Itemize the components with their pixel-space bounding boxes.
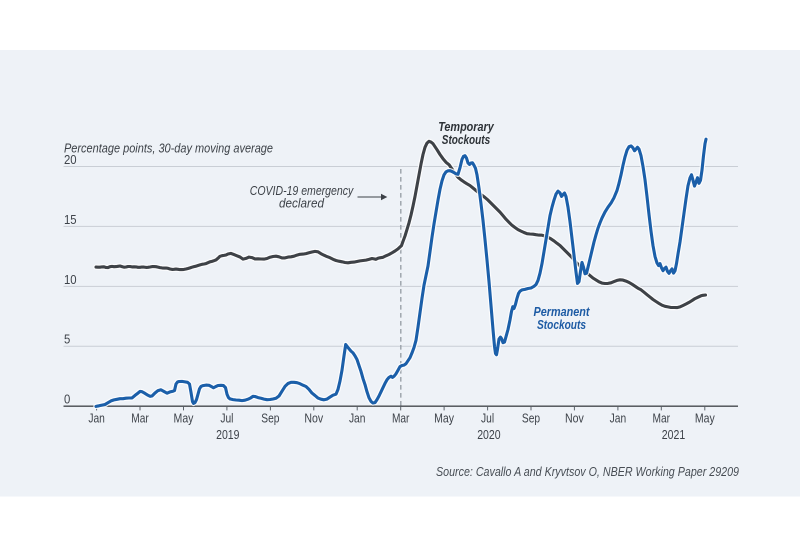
svg-text:Nov: Nov — [304, 412, 323, 426]
svg-text:May: May — [434, 412, 455, 426]
svg-text:Source: Cavallo A and Kryvtsov: Source: Cavallo A and Kryvtsov O, NBER W… — [436, 465, 739, 479]
svg-text:Jan: Jan — [88, 412, 105, 426]
svg-text:Jan: Jan — [610, 412, 627, 426]
svg-text:2021: 2021 — [662, 428, 685, 442]
svg-text:5: 5 — [64, 333, 70, 347]
svg-text:2019: 2019 — [216, 428, 239, 442]
svg-text:Stockouts: Stockouts — [537, 317, 586, 332]
svg-text:Nov: Nov — [565, 412, 584, 426]
svg-text:15: 15 — [64, 213, 77, 227]
svg-text:Permanent: Permanent — [534, 304, 591, 319]
svg-text:Percentage points, 30-day movi: Percentage points, 30-day moving average — [64, 142, 273, 156]
svg-text:20: 20 — [64, 153, 77, 167]
svg-text:Sep: Sep — [522, 412, 540, 426]
svg-text:Temporary: Temporary — [438, 119, 494, 134]
svg-text:COVID-19 emergency: COVID-19 emergency — [250, 184, 354, 198]
svg-text:Jan: Jan — [349, 412, 366, 426]
svg-text:May: May — [695, 412, 716, 426]
svg-text:Mar: Mar — [392, 412, 410, 426]
svg-text:Jul: Jul — [220, 412, 233, 426]
svg-text:declared: declared — [279, 197, 325, 211]
svg-text:Stockouts: Stockouts — [442, 132, 490, 147]
svg-text:Mar: Mar — [653, 412, 671, 426]
svg-text:10: 10 — [64, 273, 77, 287]
svg-text:Sep: Sep — [261, 412, 279, 426]
svg-text:May: May — [174, 412, 195, 426]
svg-text:Mar: Mar — [131, 412, 149, 426]
svg-text:0: 0 — [64, 393, 70, 407]
svg-text:Jul: Jul — [481, 412, 494, 426]
svg-text:2020: 2020 — [477, 428, 500, 442]
